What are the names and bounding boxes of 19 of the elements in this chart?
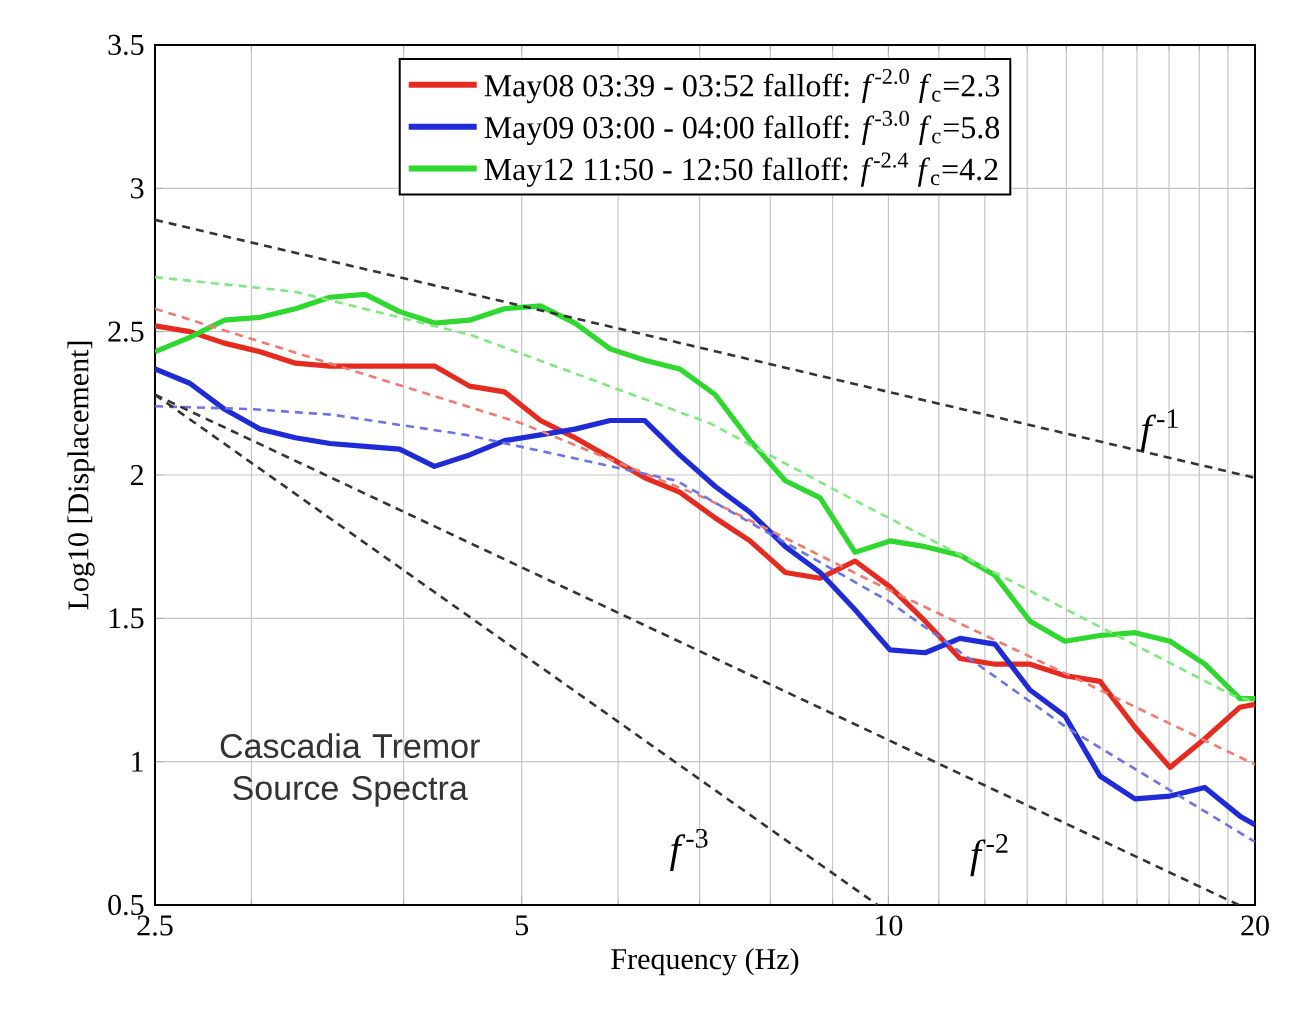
- y-tick-label: 3: [131, 178, 144, 199]
- annotation: f$^{-3}$: [670, 828, 708, 872]
- y-tick-label: 2.5: [108, 321, 144, 342]
- y-axis-title: Log10 [Displacement]: [67, 341, 95, 610]
- x-tick-label: 20: [1241, 915, 1269, 936]
- annotation: Cascadia Tremor Source Spectra: [220, 733, 480, 807]
- y-tick-label: 3.5: [108, 34, 144, 56]
- legend-label: May08 03:39 - 03:52 falloff: f$^{-2.0}$ f$_{c}$=2.3: [484, 68, 1000, 104]
- legend-label: May12 11:50 - 12:50 falloff: f$^{-2.4}$ f$_{c}$=4.2: [484, 152, 998, 187]
- x-tick-label: 10: [876, 915, 903, 936]
- y-tick-label: 1: [132, 751, 143, 772]
- annotation: f$^{-2}$: [970, 834, 1008, 877]
- x-axis-title: Frequency (Hz): [611, 948, 799, 976]
- y-tick-label: 0.5: [108, 894, 144, 916]
- annotation: f$^{-1}$: [1140, 409, 1178, 452]
- legend-label: May09 03:00 - 04:00 falloff: f$^{-3.0}$ f$_{c}$=5.8: [484, 110, 1000, 146]
- x-tick-label: 5: [515, 915, 529, 936]
- y-tick-label: 1.5: [109, 608, 144, 629]
- y-tick-label: 2: [130, 465, 143, 485]
